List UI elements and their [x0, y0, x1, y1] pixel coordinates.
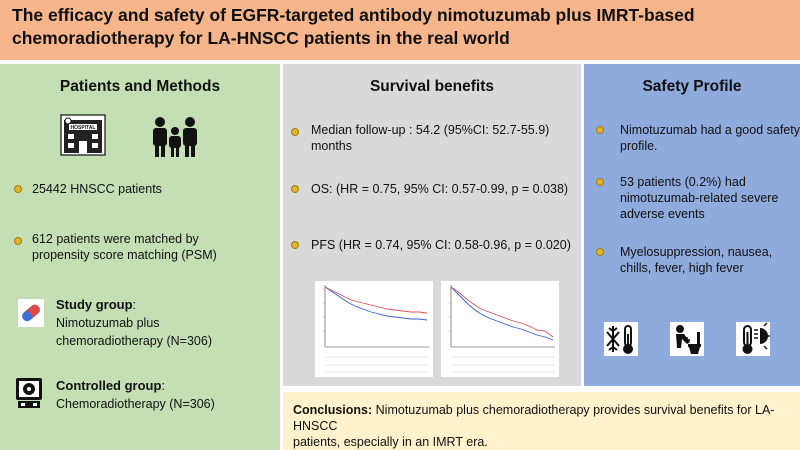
safety-item-2: 53 patients (0.2%) had nimotuzumab-relat… [620, 174, 778, 222]
bullet-dot [596, 126, 604, 134]
pfs-text: PFS (HR = 0.74, 95% CI: 0.58-0.96, p = 0… [311, 238, 571, 252]
survival-benefits-panel: Survival benefits Median follow-up : 54.… [283, 64, 581, 386]
study-group-desc-2: chemoradiotherapy (N=306) [56, 334, 212, 348]
followup-text: Median follow-up : 54.2 (95%CI: 52.7-55.… [311, 122, 549, 154]
safety-title: Safety Profile [642, 78, 742, 95]
os-study-curve [324, 286, 428, 314]
os-control-curve [324, 286, 428, 321]
conclusion-label: Conclusions: [293, 403, 373, 417]
hospital-icon: HOSPITAL [60, 114, 106, 156]
conclusion-text-line-2: patients, especially in an IMRT era. [293, 435, 488, 449]
safety-item-3-line-1: Myelosuppression, nausea, [620, 245, 773, 259]
page-title: The efficacy and safety of EGFR-targeted… [12, 4, 788, 50]
bullet-dot [596, 178, 604, 186]
os-text: OS: (HR = 0.75, 95% CI: 0.57-0.99, p = 0… [311, 182, 569, 196]
pfs-control-curve [450, 286, 554, 341]
hnscc-patients-text: 25442 HNSCC patients [32, 182, 162, 196]
safety-item-1-line-2: profile. [620, 139, 658, 153]
control-group-desc: Chemoradiotherapy (N=306) [56, 397, 215, 411]
safety-item-2-line-2: nimotuzumab-related severe [620, 191, 779, 205]
safety-item-1-line-1: Nimotuzumab had a good safety [620, 123, 800, 137]
control-group-label: Controlled group [56, 378, 162, 393]
safety-item-2-line-1: 53 patients (0.2%) had [620, 175, 746, 189]
title-line-2: chemoradiotherapy for LA-HNSCC patients … [12, 28, 510, 48]
os-survival-curve-figure [315, 281, 433, 377]
family-icon [153, 117, 197, 157]
bullet-dot [291, 241, 299, 249]
fever-thermometer-icon [736, 322, 770, 356]
pfs-survival-curve-figure [441, 281, 559, 377]
bullet-dot [291, 128, 299, 136]
conclusion-text-line-1: Nimotuzumab plus chemoradiotherapy provi… [293, 403, 775, 433]
matched-line-2: propensity score matching (PSM) [32, 248, 217, 262]
bullet-dot [596, 248, 604, 256]
followup-line-1: Median follow-up : 54.2 (95%CI: 52.7-55.… [311, 123, 550, 137]
matched-line-1: 612 patients were matched by [32, 232, 199, 246]
bullet-dot [291, 185, 299, 193]
safety-item-1: Nimotuzumab had a good safety profile. [620, 122, 800, 154]
survival-title: Survival benefits [369, 78, 495, 95]
safety-item-3: Myelosuppression, nausea, chills, fever,… [620, 244, 772, 276]
patients-methods-panel: Patients and Methods HOSPITAL 25442 HNSC… [0, 64, 280, 450]
safety-profile-panel: Safety Profile Nimotuzumab had a good sa… [584, 64, 800, 386]
hospital-label: HOSPITAL [71, 125, 96, 131]
title-line-1: The efficacy and safety of EGFR-targeted… [12, 5, 695, 25]
study-group-desc-1: Nimotuzumab plus [56, 316, 160, 330]
title-banner: The efficacy and safety of EGFR-targeted… [0, 0, 800, 60]
followup-line-2: months [311, 139, 352, 153]
pfs-study-curve [450, 286, 554, 338]
chills-thermometer-icon [604, 322, 638, 356]
bullet-dot [14, 185, 22, 193]
bullet-dot [14, 237, 22, 245]
safety-item-2-line-3: adverse events [620, 207, 705, 221]
control-group-block: Controlled group: Chemoradiotherapy (N=3… [56, 378, 215, 411]
nausea-icon [670, 322, 704, 356]
study-group-block: Study group: Nimotuzumab plus chemoradio… [56, 297, 212, 348]
capsule-icon [18, 299, 44, 327]
patients-methods-title: Patients and Methods [59, 78, 221, 95]
radiation-machine-icon [16, 378, 42, 408]
safety-item-3-line-2: chills, fever, high fever [620, 261, 744, 275]
matched-patients-text: 612 patients were matched by propensity … [32, 231, 217, 263]
conclusion-box: Conclusions: Nimotuzumab plus chemoradio… [283, 392, 800, 450]
study-group-label: Study group [56, 297, 133, 312]
